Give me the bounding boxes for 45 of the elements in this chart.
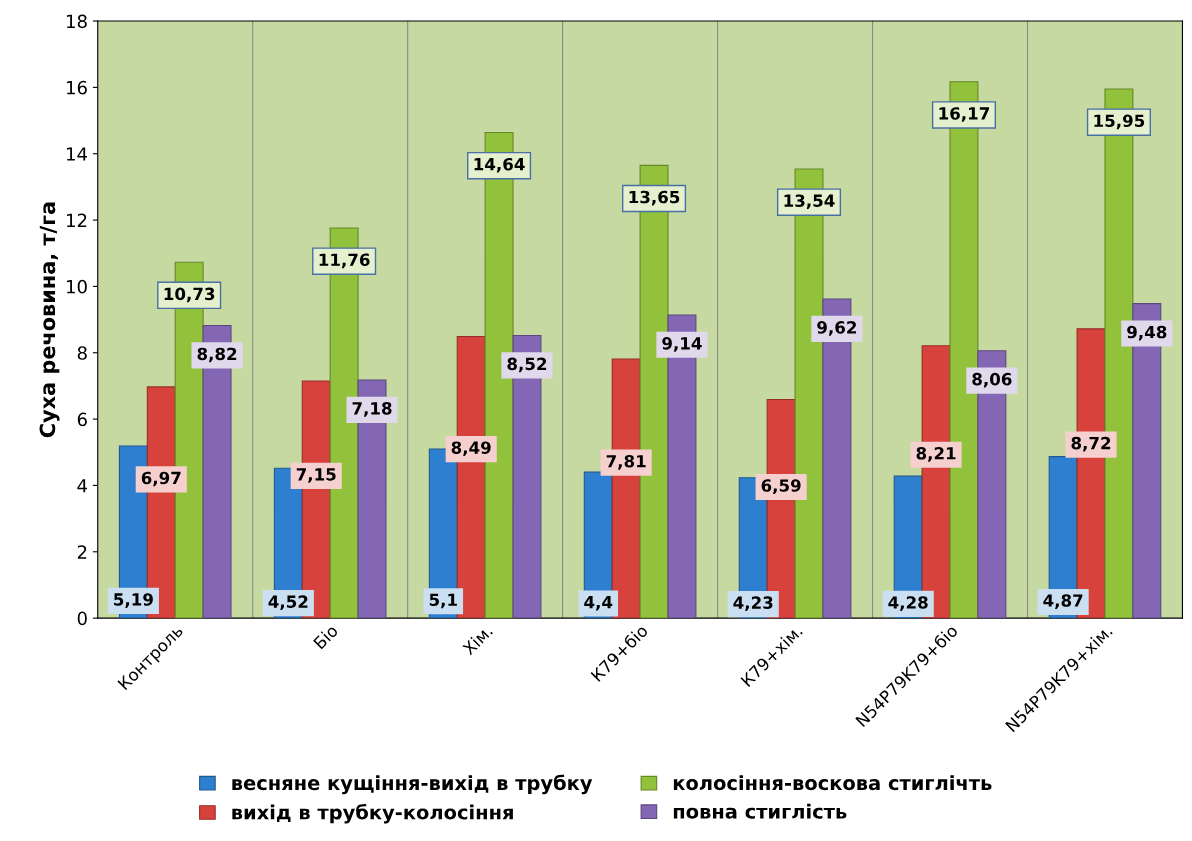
data-label: 8,21 — [916, 446, 956, 462]
data-label: 11,76 — [319, 253, 370, 269]
y-tick-label: 14 — [67, 147, 88, 161]
y-tick-label: 16 — [67, 80, 87, 95]
legend-label: повна стиглість — [673, 803, 847, 819]
data-label: 4,87 — [1043, 594, 1083, 609]
data-label: 9,48 — [1127, 325, 1167, 341]
y-tick-label: 10 — [67, 279, 87, 294]
data-label: 5,1 — [429, 593, 457, 609]
x-tick-label: Хім. — [461, 624, 493, 656]
y-tick-label: 12 — [67, 213, 87, 227]
y-tick-label: 8 — [77, 346, 87, 360]
data-label: 8,72 — [1071, 436, 1111, 452]
x-tick-label: Біо — [312, 623, 339, 650]
data-label: 6,59 — [761, 479, 801, 494]
y-tick-label: 6 — [77, 412, 87, 427]
y-tick-label: 0 — [77, 611, 87, 626]
data-label: 4,23 — [733, 596, 773, 612]
data-label: 7,15 — [296, 468, 336, 483]
y-tick-label: 4 — [77, 479, 88, 493]
legend-label: колосіння-воскова стиглічть — [673, 775, 992, 791]
legend-label: вихід в трубку-колосіння — [232, 803, 513, 824]
data-label: 8,52 — [507, 357, 547, 373]
data-label: 6,97 — [141, 471, 181, 487]
data-label: 16,17 — [939, 107, 989, 122]
data-label: 15,95 — [1094, 114, 1145, 130]
legend-label: весняне кущіння-вихід в трубку — [232, 774, 593, 795]
data-label: 8,49 — [451, 441, 491, 457]
data-label: 8,06 — [972, 372, 1012, 388]
data-label: 5,19 — [114, 593, 153, 608]
data-label: 14,64 — [474, 157, 525, 173]
data-label: 4,52 — [268, 595, 308, 611]
data-label: 9,14 — [662, 337, 702, 352]
data-label: 7,18 — [352, 402, 392, 417]
y-tick-label: 2 — [77, 545, 87, 559]
data-label: 9,62 — [817, 321, 857, 336]
data-label: 4,28 — [888, 596, 928, 611]
data-label: 13,65 — [629, 190, 680, 206]
y-tick-label: 18 — [67, 14, 87, 29]
y-axis-title: Суха речовина, т/га — [39, 202, 60, 438]
data-label: 4,4 — [584, 595, 613, 611]
data-label: 8,82 — [197, 347, 237, 363]
data-label: 13,54 — [784, 194, 835, 210]
data-label: 7,81 — [606, 454, 646, 470]
data-label: 10,73 — [164, 287, 215, 303]
